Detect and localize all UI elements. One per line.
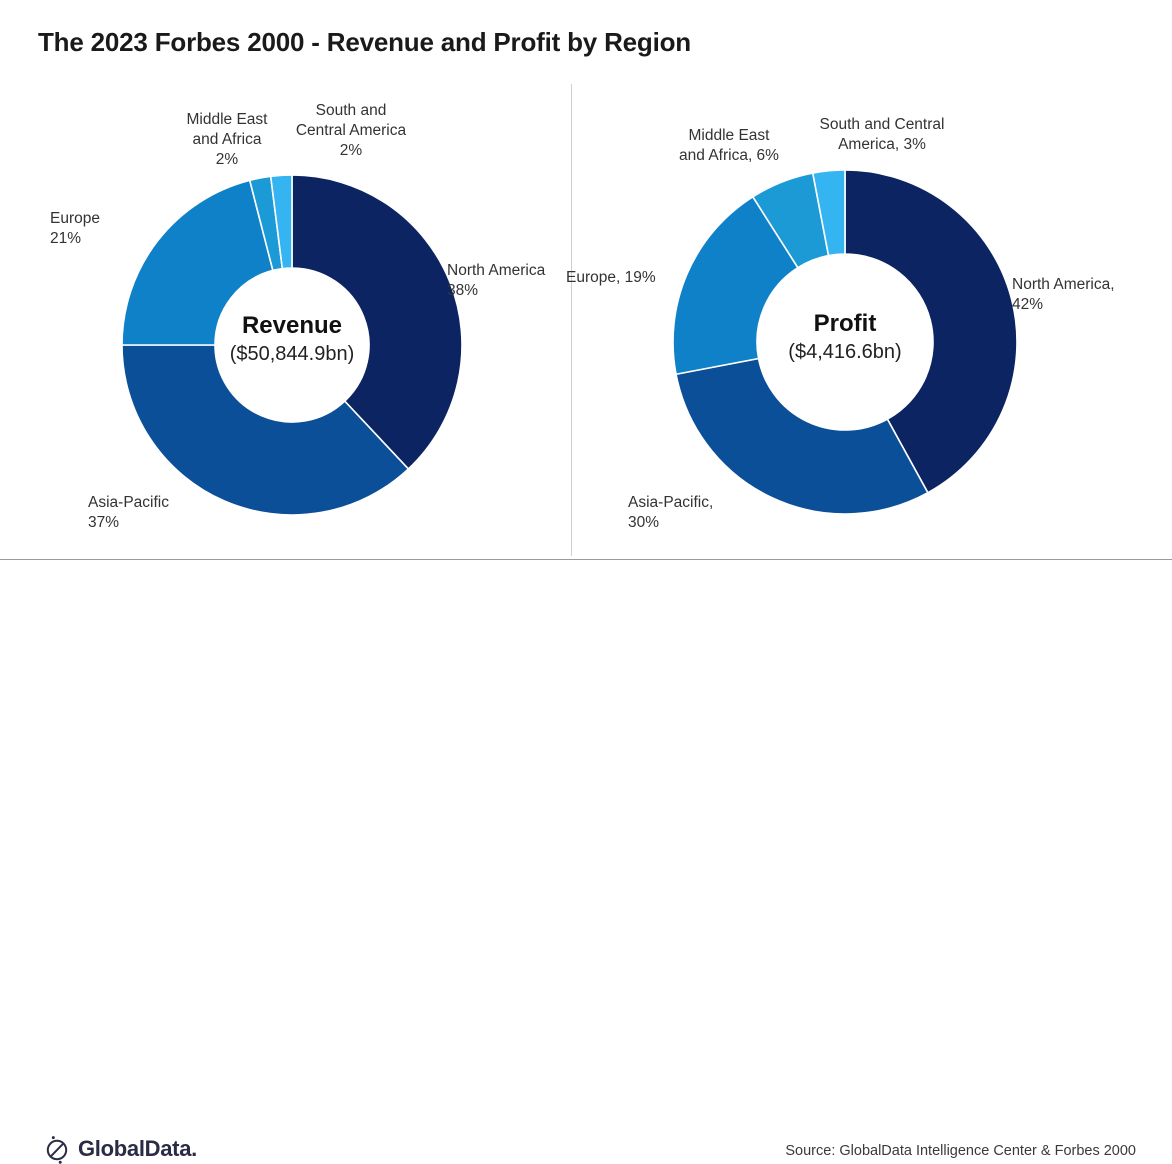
profit-center-title: Profit bbox=[813, 310, 877, 337]
profit-label-north-america: North America, 42% bbox=[1012, 276, 1115, 313]
source-note: Source: GlobalData Intelligence Center &… bbox=[785, 1143, 1136, 1159]
donut-slice-north-america[interactable] bbox=[291, 174, 463, 471]
profit-label-asia-pacific: Asia-Pacific, 30% bbox=[628, 494, 714, 531]
profit-chart-panel: Profit ($4,416.6bn) bbox=[572, 0, 1172, 559]
globaldata-mark-icon bbox=[46, 1136, 68, 1164]
revenue-label-europe: Europe 21% bbox=[50, 210, 100, 247]
footer-divider bbox=[0, 559, 1172, 560]
revenue-label-middle-east-and-africa: Middle East and Africa 2% bbox=[186, 111, 268, 168]
profit-label-south-and-central-america: South and Central America, 3% bbox=[819, 116, 945, 153]
profit-center-label: Profit ($4,416.6bn) bbox=[735, 310, 955, 365]
globaldata-logo: GlobalData. bbox=[44, 1134, 197, 1164]
donut-slice-south-and-central-america[interactable] bbox=[811, 169, 846, 257]
revenue-center-label: Revenue ($50,844.9bn) bbox=[182, 312, 402, 367]
revenue-label-asia-pacific: Asia-Pacific 37% bbox=[88, 494, 169, 531]
profit-donut-svg bbox=[672, 169, 1018, 515]
revenue-label-north-america: North America 38% bbox=[447, 262, 546, 299]
revenue-slice-group bbox=[121, 174, 463, 516]
globaldata-wordmark: GlobalData. bbox=[78, 1136, 197, 1161]
footer: GlobalData. Source: GlobalData Intellige… bbox=[0, 560, 1172, 1164]
page-title: The 2023 Forbes 2000 - Revenue and Profi… bbox=[38, 27, 691, 57]
profit-center-value: ($4,416.6bn) bbox=[788, 341, 902, 364]
revenue-center-value: ($50,844.9bn) bbox=[229, 343, 355, 366]
panel-divider bbox=[571, 84, 572, 556]
donut-slice-asia-pacific[interactable] bbox=[675, 357, 929, 515]
donut-slice-asia-pacific[interactable] bbox=[121, 344, 410, 516]
donut-slice-europe[interactable] bbox=[121, 179, 274, 346]
profit-label-middle-east-and-africa: Middle East and Africa, 6% bbox=[679, 127, 779, 164]
donut-slice-north-america[interactable] bbox=[844, 169, 1018, 494]
profit-label-europe: Europe, 19% bbox=[566, 269, 656, 286]
donut-slice-europe[interactable] bbox=[672, 195, 799, 376]
revenue-center-title: Revenue bbox=[241, 312, 343, 339]
revenue-chart-panel: Revenue ($50,844.9bn) Middle East and Af… bbox=[0, 0, 571, 559]
profit-slice-group bbox=[672, 169, 1018, 515]
revenue-donut-svg bbox=[121, 174, 463, 516]
donut-slice-south-and-central-america[interactable] bbox=[269, 174, 293, 270]
revenue-label-south-and-central-america: South and Central America 2% bbox=[295, 102, 407, 159]
